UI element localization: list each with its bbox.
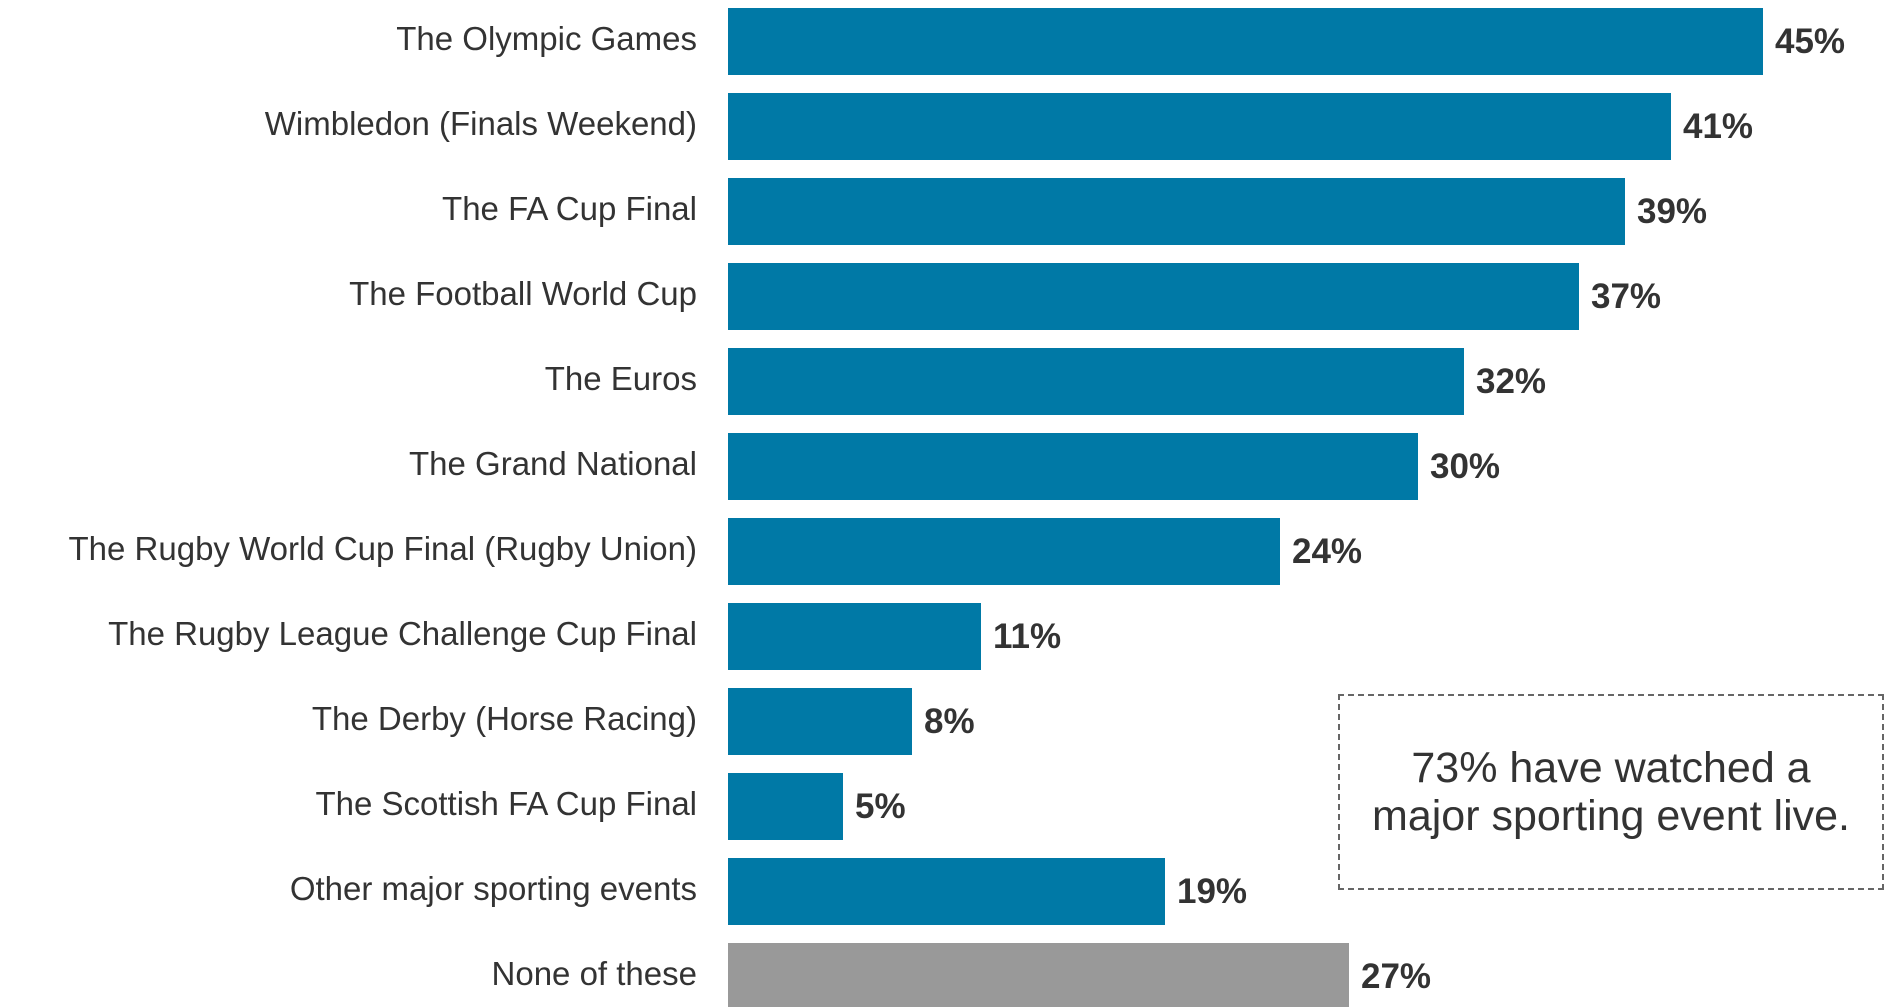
value-label: 5%: [855, 787, 906, 826]
category-label: The Rugby League Challenge Cup Final: [108, 615, 697, 652]
value-label: 11%: [993, 617, 1061, 656]
value-label: 19%: [1177, 872, 1247, 911]
value-label: 8%: [924, 702, 975, 741]
bar: [728, 688, 912, 755]
value-label: 39%: [1637, 192, 1707, 231]
bar: [728, 773, 843, 840]
category-label: The FA Cup Final: [442, 190, 697, 227]
bar: [728, 518, 1280, 585]
category-label: Wimbledon (Finals Weekend): [265, 105, 697, 142]
bar: [728, 8, 1763, 75]
bar: [728, 858, 1165, 925]
value-label: 37%: [1591, 277, 1661, 316]
category-label: The Grand National: [409, 445, 697, 482]
value-label: 24%: [1292, 532, 1362, 571]
category-label: The Scottish FA Cup Final: [315, 785, 697, 822]
annotation: 73% have watched a major sporting event …: [1338, 694, 1884, 890]
bar: [728, 433, 1418, 500]
value-label: 30%: [1430, 447, 1500, 486]
category-label: The Euros: [545, 360, 697, 397]
category-label: The Football World Cup: [349, 275, 697, 312]
value-label: 32%: [1476, 362, 1546, 401]
bar: [728, 263, 1579, 330]
value-label: 41%: [1683, 107, 1753, 146]
category-label: Other major sporting events: [290, 870, 697, 907]
bar: [728, 93, 1671, 160]
category-label: The Derby (Horse Racing): [312, 700, 697, 737]
category-label: None of these: [492, 955, 697, 992]
category-label: The Rugby World Cup Final (Rugby Union): [69, 530, 698, 567]
bar: [728, 178, 1625, 245]
value-label: 45%: [1775, 22, 1845, 61]
bar: [728, 943, 1349, 1007]
value-label: 27%: [1361, 957, 1431, 996]
category-label: The Olympic Games: [396, 20, 697, 57]
bar: [728, 348, 1464, 415]
bar: [728, 603, 981, 670]
